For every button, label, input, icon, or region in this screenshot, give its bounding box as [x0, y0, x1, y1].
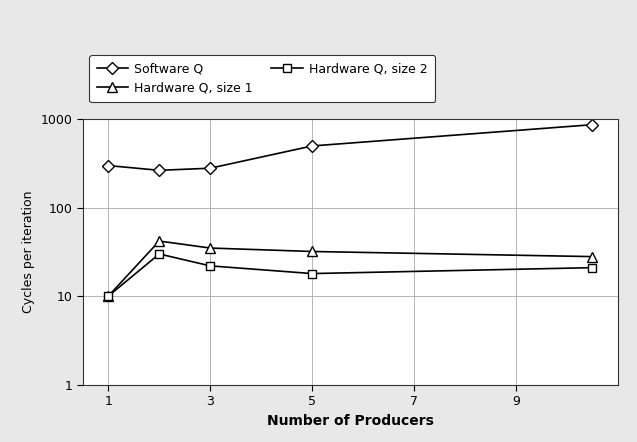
Hardware Q, size 1: [308, 249, 316, 254]
Line: Software Q: Software Q: [104, 121, 597, 175]
Y-axis label: Cycles per iteration: Cycles per iteration: [22, 191, 35, 313]
Legend: Software Q, Hardware Q, size 1, Hardware Q, size 2: Software Q, Hardware Q, size 1, Hardware…: [89, 55, 435, 103]
Hardware Q, size 1: [589, 254, 596, 259]
Software Q: [155, 168, 163, 173]
Hardware Q, size 2: [155, 251, 163, 257]
Hardware Q, size 2: [589, 265, 596, 271]
Software Q: [206, 166, 214, 171]
Hardware Q, size 2: [206, 263, 214, 269]
Hardware Q, size 2: [104, 293, 112, 299]
Hardware Q, size 2: [308, 271, 316, 276]
Software Q: [589, 122, 596, 127]
Line: Hardware Q, size 1: Hardware Q, size 1: [103, 236, 598, 301]
Line: Hardware Q, size 2: Hardware Q, size 2: [104, 250, 597, 300]
Software Q: [104, 163, 112, 168]
Hardware Q, size 1: [104, 293, 112, 299]
Hardware Q, size 1: [206, 245, 214, 251]
Hardware Q, size 1: [155, 238, 163, 244]
X-axis label: Number of Producers: Number of Producers: [267, 414, 434, 427]
Software Q: [308, 143, 316, 149]
